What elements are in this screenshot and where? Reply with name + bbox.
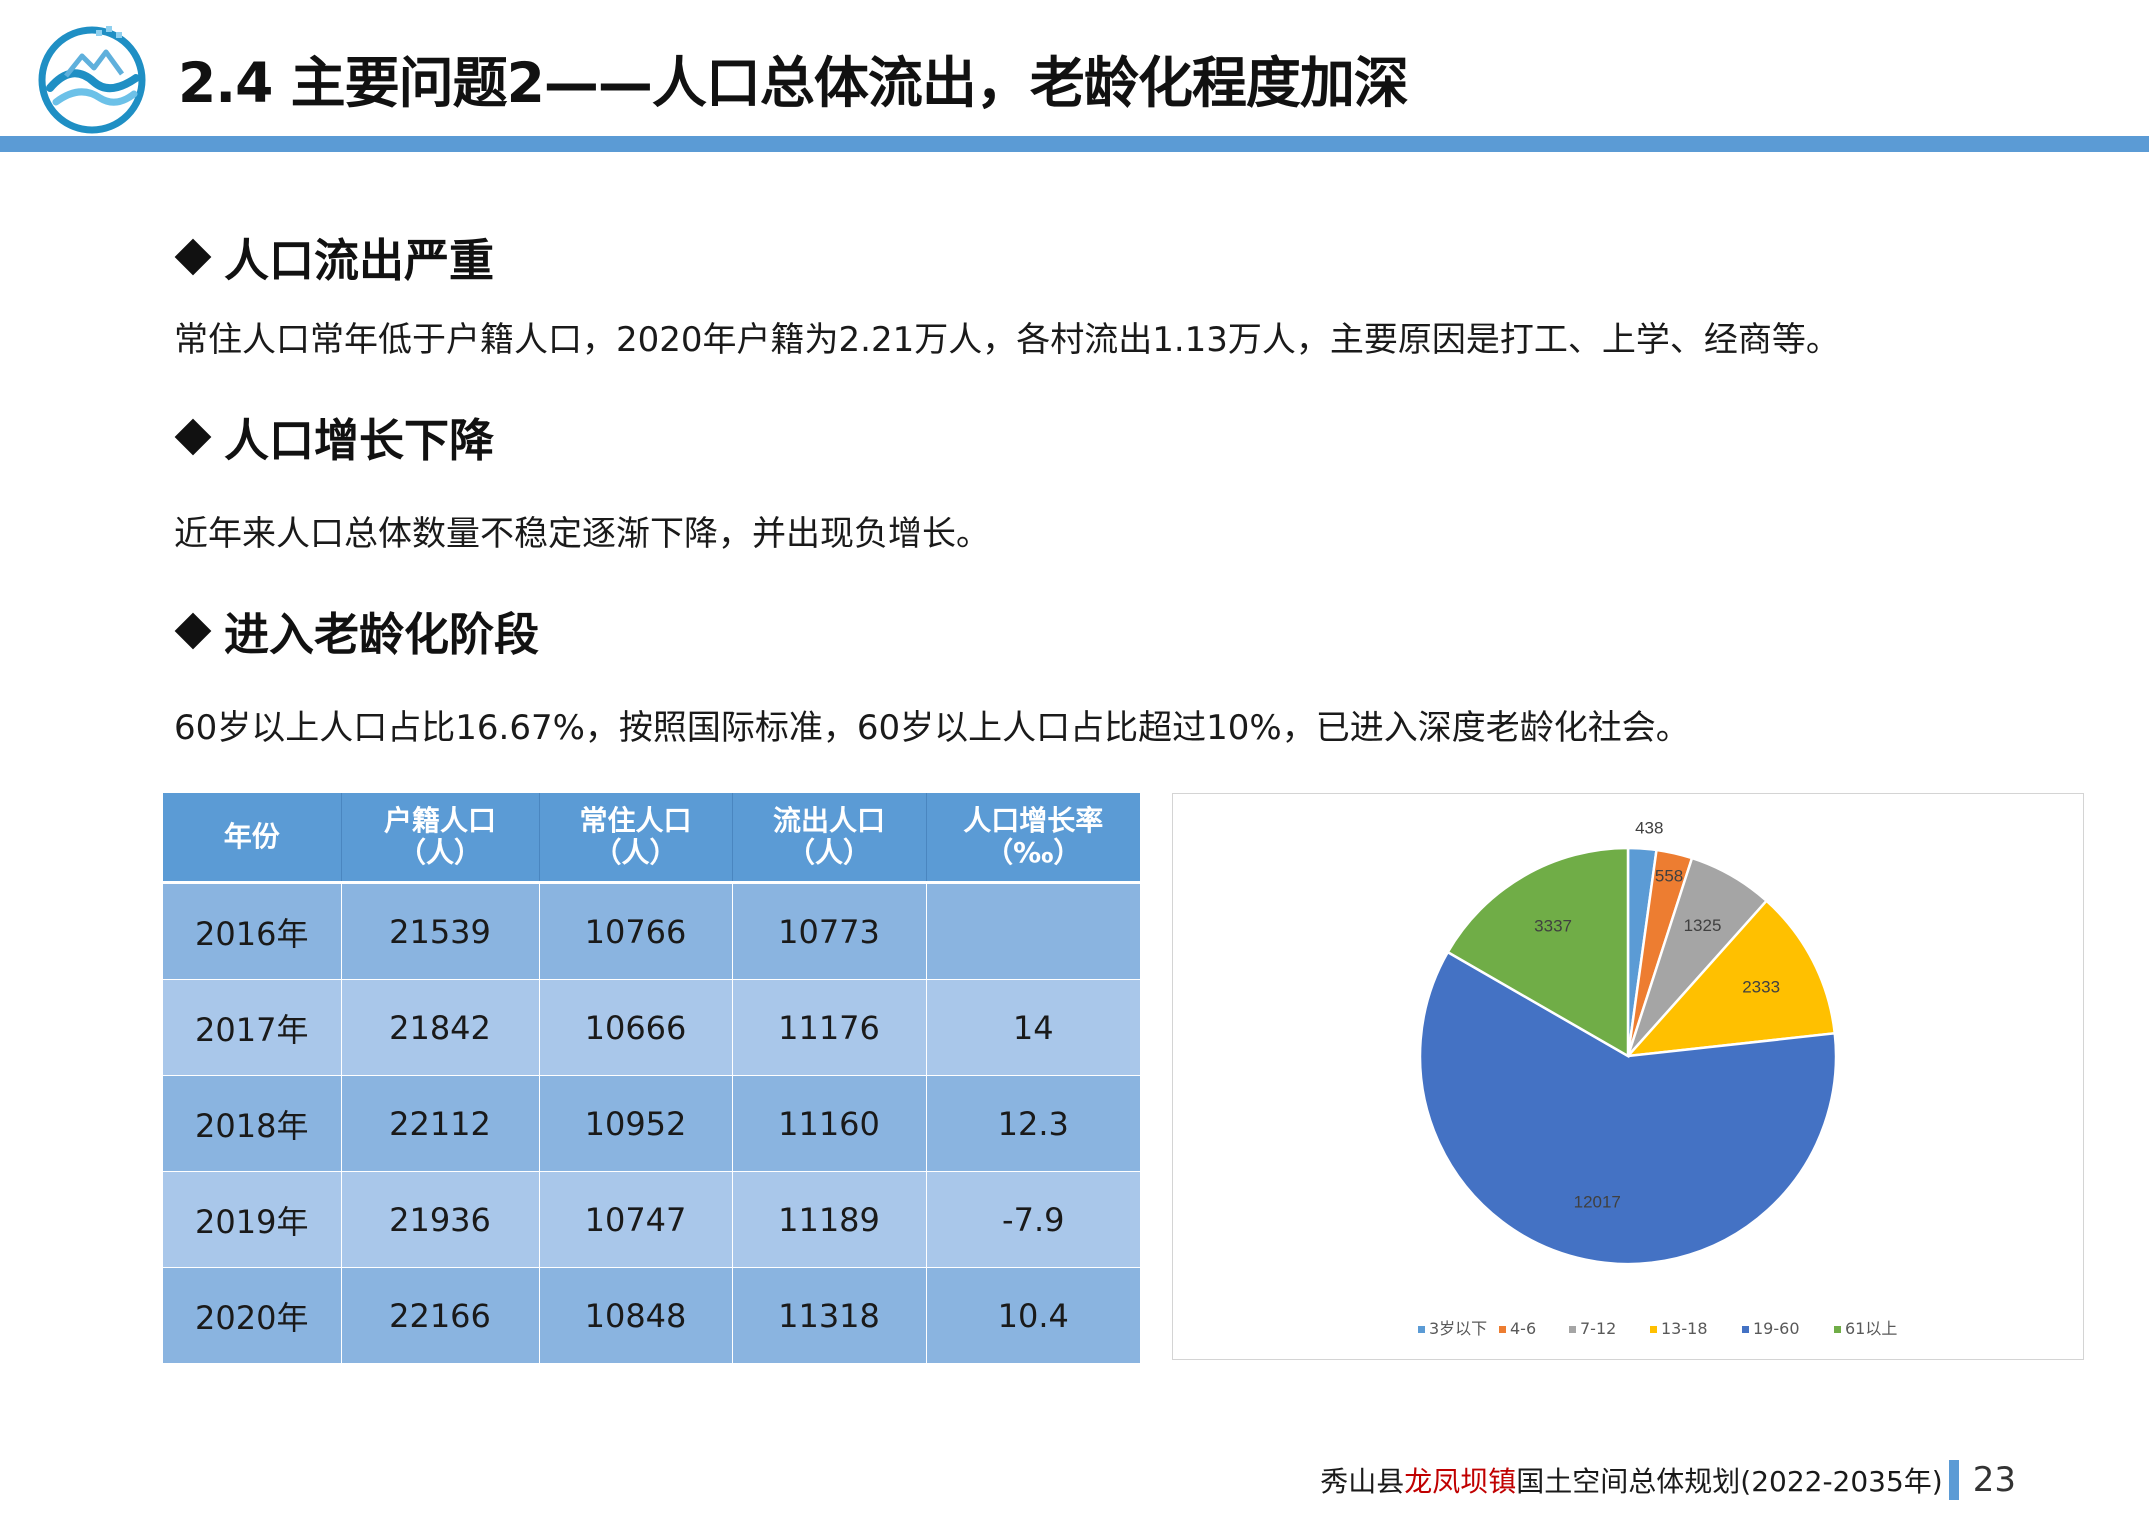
legend-swatch	[1569, 1326, 1576, 1333]
table-cell: 11176	[731, 979, 926, 1076]
table-cell: 2017年	[163, 979, 341, 1076]
title-divider	[0, 136, 2149, 152]
population-table: 年份 户籍人口 （人） 常住人口 （人） 流出人口 （人） 人口增长率 （‰） 2016…	[163, 793, 1140, 1363]
section-heading-text: 人口流出严重	[224, 234, 495, 287]
table-cell: 2016年	[163, 882, 341, 980]
table-cell: 10747	[538, 1171, 732, 1268]
pie-data-label: 438	[1635, 819, 1663, 838]
table-cell: 10773	[731, 882, 926, 980]
legend-label: 3岁以下	[1429, 1319, 1487, 1338]
legend-swatch	[1418, 1326, 1425, 1333]
table-row: 2019年 21936 10747 11189 -7.9	[163, 1171, 1140, 1268]
table-cell: 10.4	[925, 1267, 1140, 1363]
footer-county: 秀山县	[1320, 1465, 1405, 1498]
header-registered: 户籍人口 （人）	[340, 793, 539, 884]
section-body-growth: 近年来人口总体数量不稳定逐渐下降，并出现负增长。	[174, 514, 990, 554]
footer: 秀山县 龙凤坝镇 国土空间总体规划(2022-2035年) 23	[1320, 1460, 2016, 1500]
header-outflow: 流出人口 （人）	[731, 793, 926, 884]
table-cell: 22166	[340, 1267, 539, 1363]
legend-swatch	[1499, 1326, 1506, 1333]
diamond-bullet-icon	[174, 238, 212, 275]
header-growth-rate: 人口增长率 （‰）	[925, 793, 1140, 884]
age-pie-chart: 438 558 1325 2333 12017 3337 3岁以下 4-6 7-12 13-18 1…	[1418, 819, 1897, 1338]
table-row: 2017年 21842 10666 11176 14	[163, 979, 1140, 1076]
table-cell: 11318	[731, 1267, 926, 1363]
page-number: 23	[1972, 1460, 2016, 1500]
table-cell: 2020年	[163, 1267, 341, 1363]
table-cell: 10766	[538, 882, 732, 980]
section-heading-text: 人口增长下降	[224, 414, 495, 467]
table-row: 2016年 21539 10766 10773	[163, 882, 1140, 980]
footer-plan: 国土空间总体规划(2022-2035年)	[1516, 1465, 1943, 1498]
table-header-row: 年份 户籍人口 （人） 常住人口 （人） 流出人口 （人） 人口增长率 （‰）	[163, 793, 1140, 884]
legend-label: 61以上	[1845, 1319, 1897, 1338]
legend-label: 13-18	[1661, 1319, 1708, 1338]
table-cell: 10666	[538, 979, 732, 1076]
legend-swatch	[1834, 1326, 1841, 1333]
table-cell: 10848	[538, 1267, 732, 1363]
age-pie-chart-frame: 438 558 1325 2333 12017 3337 3岁以下 4-6 7-12 13-18 1…	[1172, 793, 2084, 1360]
table-cell: 11189	[731, 1171, 926, 1268]
legend-label: 4-6	[1510, 1319, 1536, 1338]
table-cell: 10952	[538, 1075, 732, 1172]
table-cell: 14	[925, 979, 1140, 1076]
table-cell: -7.9	[925, 1171, 1140, 1268]
table-cell: 21936	[340, 1171, 539, 1268]
diamond-bullet-icon	[174, 418, 212, 455]
table-cell: 2018年	[163, 1075, 341, 1172]
section-body-outflow: 常住人口常年低于户籍人口，2020年户籍为2.21万人，各村流出1.13万人，主…	[174, 320, 1840, 360]
table-cell	[925, 882, 1140, 980]
pie-slice-5	[1446, 846, 1630, 1059]
legend-label: 7-12	[1580, 1319, 1616, 1338]
section-heading-text: 进入老龄化阶段	[224, 608, 540, 661]
table-cell: 21842	[340, 979, 539, 1076]
table-cell: 22112	[340, 1075, 539, 1172]
table-cell: 2019年	[163, 1171, 341, 1268]
page-title: 2.4 主要问题2——人口总体流出，老龄化程度加深	[178, 51, 1409, 115]
pie-data-label: 1325	[1684, 916, 1722, 935]
table-row: 2018年 22112 10952 11160 12.3	[163, 1075, 1140, 1172]
footer-town: 龙凤坝镇	[1404, 1465, 1517, 1498]
table-cell: 11160	[731, 1075, 926, 1172]
section-heading-aging: 进入老龄化阶段	[174, 598, 540, 663]
pie-data-label: 3337	[1534, 916, 1572, 935]
pie-data-label: 2333	[1742, 977, 1780, 996]
logo-icon	[38, 26, 146, 134]
table-cell: 12.3	[925, 1075, 1140, 1172]
legend-label: 19-60	[1753, 1319, 1800, 1338]
diamond-bullet-icon	[174, 612, 212, 649]
table-cell: 21539	[340, 882, 539, 980]
pie-slice-3	[1624, 899, 1837, 1058]
pie-data-label: 12017	[1574, 1193, 1621, 1212]
legend-swatch	[1742, 1326, 1749, 1333]
section-heading-growth: 人口增长下降	[174, 404, 495, 469]
header-year: 年份	[163, 793, 341, 884]
section-body-aging: 60岁以上人口占比16.67%，按照国际标准，60岁以上人口占比超过10%，已进…	[174, 708, 1690, 748]
table-row: 2020年 22166 10848 11318 10.4	[163, 1267, 1140, 1363]
legend-swatch	[1650, 1326, 1657, 1333]
section-heading-outflow: 人口流出严重	[174, 224, 495, 289]
pie-data-label: 558	[1655, 867, 1683, 886]
page-number-bar	[1948, 1460, 1959, 1500]
pie-slice-4	[1418, 950, 1838, 1266]
header-resident: 常住人口 （人）	[538, 793, 732, 884]
